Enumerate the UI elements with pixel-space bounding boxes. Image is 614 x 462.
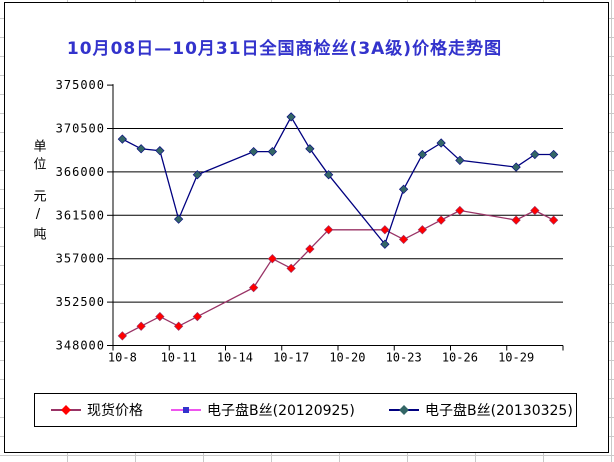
data-point-marker[interactable] xyxy=(117,331,127,341)
data-point-marker[interactable] xyxy=(267,254,277,264)
spot-price-line-icon xyxy=(51,405,81,415)
data-point-marker[interactable] xyxy=(511,162,521,172)
series-电子盘B丝(20130325) xyxy=(117,112,559,249)
legend-label-contract-20120925: 电子盘B丝(20120925) xyxy=(207,403,355,419)
contract-20130325-line-icon xyxy=(389,405,419,415)
data-point-marker[interactable] xyxy=(305,244,315,254)
y-tick-label: 370500 xyxy=(56,122,105,136)
data-point-marker[interactable] xyxy=(305,144,315,154)
y-tick-label: 357000 xyxy=(56,252,105,266)
chart-title: 10月08日—10月31日全国商检丝(3A级)价格走势图 xyxy=(66,39,503,59)
data-point-marker[interactable] xyxy=(324,170,334,180)
axes xyxy=(107,84,564,351)
data-point-marker[interactable] xyxy=(417,225,427,235)
legend-item-spot-price[interactable]: 现货价格 xyxy=(51,394,143,426)
y-axis-unit-line1: 单位 xyxy=(30,139,46,175)
price-trend-chart[interactable]: 10月08日—10月31日全国商检丝(3A级)价格走势图 单位 元/吨 3480… xyxy=(4,2,609,453)
data-point-marker[interactable] xyxy=(455,155,465,165)
data-point-marker[interactable] xyxy=(530,149,540,160)
data-point-marker[interactable] xyxy=(249,147,259,157)
data-point-marker[interactable] xyxy=(324,225,334,235)
red-diamond-marker-icon xyxy=(61,405,71,415)
data-point-marker[interactable] xyxy=(417,149,427,160)
data-point-marker[interactable] xyxy=(286,112,296,122)
data-point-marker[interactable] xyxy=(155,311,165,322)
data-point-marker[interactable] xyxy=(136,144,146,154)
legend-item-contract-20120925[interactable]: 电子盘B丝(20120925) xyxy=(171,394,355,426)
legend-item-contract-20130325[interactable]: 电子盘B丝(20130325) xyxy=(389,394,573,426)
x-tick-label: 10-20 xyxy=(329,351,365,365)
data-point-marker[interactable] xyxy=(436,215,446,225)
y-tick-label: 361500 xyxy=(56,208,105,222)
data-point-marker[interactable] xyxy=(136,321,146,331)
plot-area[interactable]: 348000 352500 357000 361500 366000 370500 3750… xyxy=(5,3,610,453)
series-line xyxy=(122,115,554,246)
data-point-marker[interactable] xyxy=(286,263,296,273)
data-point-marker[interactable] xyxy=(117,134,127,144)
series-现货价格 xyxy=(117,205,559,341)
series-line xyxy=(122,209,554,337)
legend[interactable]: 现货价格 电子盘B丝(20120925) 电子盘B丝(20130325) xyxy=(34,393,577,427)
data-point-marker[interactable] xyxy=(192,311,202,322)
data-point-marker[interactable] xyxy=(174,321,184,331)
data-point-marker[interactable] xyxy=(192,170,202,180)
data-point-marker[interactable] xyxy=(174,214,184,224)
data-point-marker[interactable] xyxy=(267,147,277,157)
gridlines xyxy=(113,128,563,303)
legend-label-spot-price: 现货价格 xyxy=(87,403,143,419)
x-tick-label: 10-26 xyxy=(442,351,478,365)
data-point-marker[interactable] xyxy=(530,205,540,216)
y-axis-unit-line2: 元/吨 xyxy=(30,189,46,245)
data-point-marker[interactable] xyxy=(549,149,559,160)
data-point-marker[interactable] xyxy=(249,283,259,293)
data-point-marker[interactable] xyxy=(511,215,521,225)
blue-square-marker-icon xyxy=(183,407,189,413)
data-point-marker[interactable] xyxy=(155,146,165,156)
x-tick-label: 10-29 xyxy=(498,351,534,365)
x-tick-label: 10-23 xyxy=(386,351,422,365)
y-tick-label: 352500 xyxy=(56,295,105,309)
legend-label-contract-20130325: 电子盘B丝(20130325) xyxy=(425,403,573,419)
data-point-marker[interactable] xyxy=(399,184,409,194)
axis-tick-labels: 348000 352500 357000 361500 366000 370500 3750… xyxy=(56,78,535,364)
x-tick-label: 10-8 xyxy=(108,351,137,365)
y-tick-label: 375000 xyxy=(56,78,105,92)
x-tick-label: 10-17 xyxy=(273,351,309,365)
data-point-marker[interactable] xyxy=(380,225,390,235)
x-tick-label: 10-14 xyxy=(217,351,253,365)
x-tick-label: 10-11 xyxy=(161,351,197,365)
contract-20120925-line-icon xyxy=(171,407,201,413)
data-point-marker[interactable] xyxy=(436,138,446,148)
data-point-marker[interactable] xyxy=(380,239,390,249)
data-point-marker[interactable] xyxy=(399,234,409,245)
data-point-marker[interactable] xyxy=(549,215,559,225)
teal-diamond-marker-icon xyxy=(399,405,409,415)
y-axis-unit-label: 单位 元/吨 xyxy=(29,139,47,259)
y-tick-label: 366000 xyxy=(56,165,105,179)
y-tick-label: 348000 xyxy=(56,339,105,353)
data-point-marker[interactable] xyxy=(455,205,465,216)
